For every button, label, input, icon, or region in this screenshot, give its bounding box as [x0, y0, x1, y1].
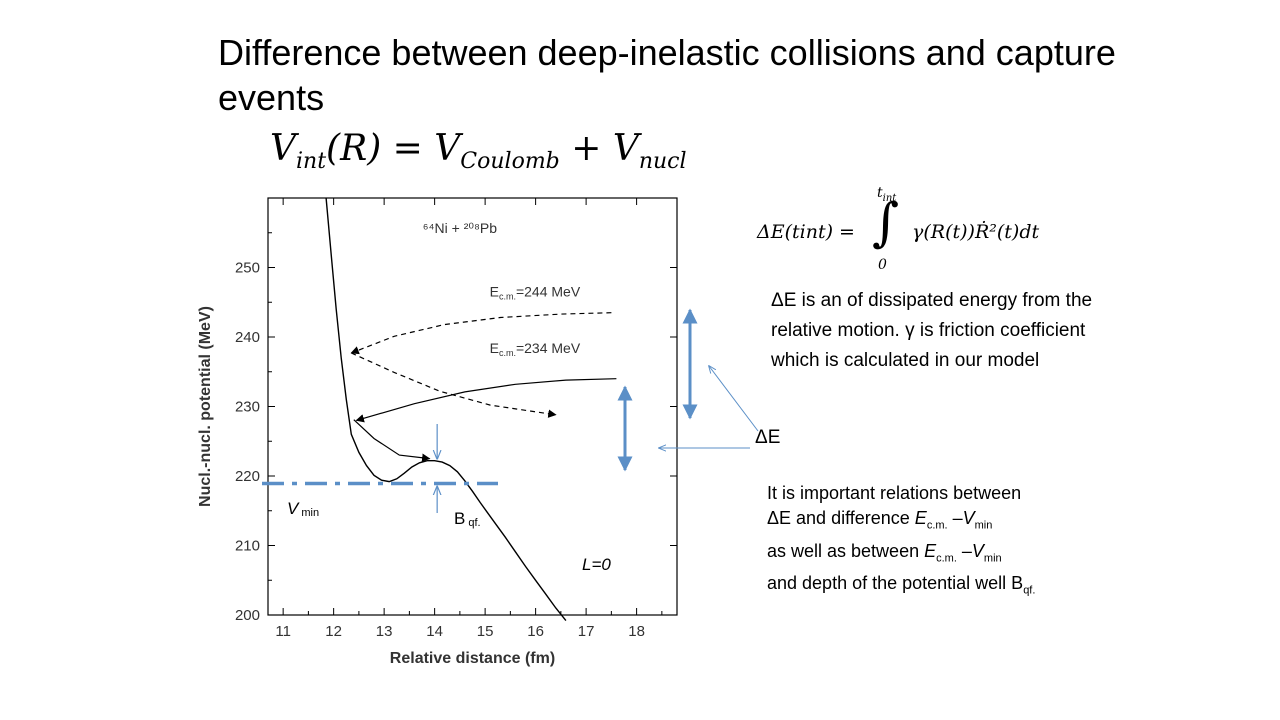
ecm-annotation: Ec.m.=244 MeV — [490, 284, 581, 302]
y-axis-label: Nucl.-nucl. potential (MeV) — [197, 306, 214, 507]
formula-term-2-sub: nucl — [638, 149, 687, 175]
trajectory-ecm234-in — [355, 378, 617, 423]
x-tick-label: 16 — [527, 623, 544, 640]
y-tick-label: 220 — [235, 468, 260, 485]
integrand: γ(R(t))Ṙ²(t)dt — [912, 221, 1040, 243]
x-tick-label: 12 — [325, 623, 342, 640]
y-tick-label: 200 — [235, 607, 260, 624]
x-tick-label: 18 — [628, 623, 645, 640]
x-tick-label: 15 — [477, 623, 494, 640]
relations-line-2: ΔE and difference Ec.m. –Vmin — [767, 508, 993, 532]
integral-lhs: ΔE(tint) = — [757, 221, 855, 243]
x-axis-label: Relative distance (fm) — [390, 650, 555, 667]
trajectory-ecm244-in — [350, 312, 612, 355]
chart-title: ⁶⁴Ni + ²⁰⁸Pb — [423, 220, 497, 236]
formula-lhs-sub: int — [296, 149, 327, 175]
dissipated-energy-explanation: ΔE is an of dissipated energy from the r… — [771, 290, 1093, 371]
formula-lhs: V — [270, 128, 296, 169]
y-tick-label: 250 — [235, 260, 260, 277]
formula-term-1-sub: Coulomb — [460, 149, 560, 175]
l0-label: L=0 — [582, 555, 611, 574]
x-tick-label: 13 — [376, 623, 393, 640]
slide-title: Difference between deep-inelastic collis… — [218, 32, 1116, 118]
potential-curve — [325, 197, 567, 622]
y-tick-label: 210 — [235, 538, 260, 555]
x-tick-label: 17 — [578, 623, 595, 640]
relations-line-4: and depth of the potential well Bqf. — [767, 573, 1036, 597]
x-tick-label: 14 — [426, 623, 443, 640]
dissipated-energy-formula: ΔE(tint) = tint ∫ 0 γ(R(t))Ṙ²(t)dt — [757, 185, 1097, 275]
interaction-potential-formula: Vint(R) = VCoulomb + Vnucl — [270, 128, 687, 174]
relations-text: It is important relations between ΔE and… — [767, 481, 1187, 604]
integral-upper-limit: tint — [877, 185, 897, 204]
formula-arg: (R) = — [326, 128, 435, 169]
trajectory-ecm244-out — [351, 352, 557, 418]
plot-frame — [267, 197, 678, 616]
trajectory-ecm234-capture — [353, 419, 431, 462]
y-tick-label: 230 — [235, 399, 260, 416]
delta-e-label: ΔE — [755, 427, 781, 448]
relations-line-1: It is important relations between — [767, 483, 1022, 503]
integral-sign: ∫ — [872, 193, 900, 253]
relations-line-3: as well as between Ec.m. –Vmin — [767, 540, 1002, 565]
ecm-annotation: Ec.m.=234 MeV — [490, 340, 581, 358]
delta-e-pointer-upper — [709, 366, 759, 432]
formula-term-2: V — [612, 128, 639, 169]
x-tick-label: 11 — [275, 623, 291, 640]
formula-plus: + — [559, 128, 613, 169]
y-tick-label: 240 — [235, 329, 260, 346]
formula-term-1: V — [434, 128, 461, 169]
integral-lower-limit: 0 — [878, 257, 887, 273]
